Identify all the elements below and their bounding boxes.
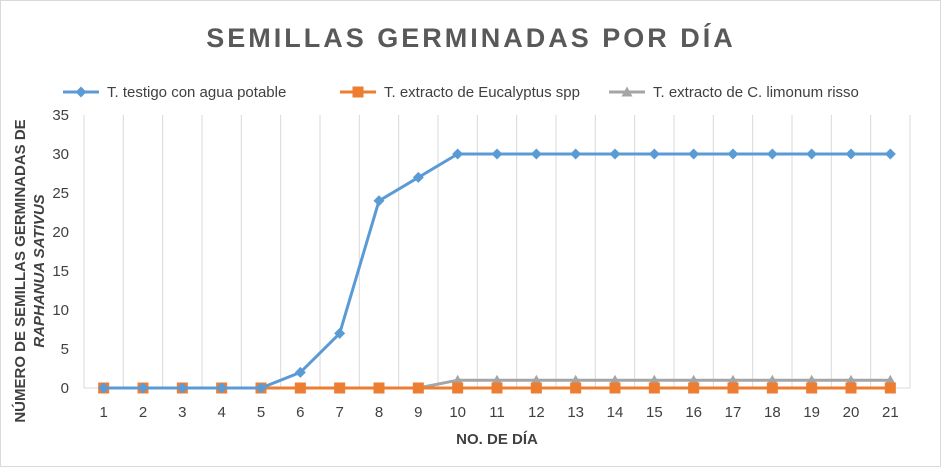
data-point xyxy=(530,374,542,385)
data-point xyxy=(452,148,464,160)
data-point xyxy=(491,382,503,394)
x-tick-label: 3 xyxy=(178,404,186,421)
data-point xyxy=(412,171,424,183)
y-axis-ticks: 0 5 10 15 20 25 30 35 xyxy=(52,107,69,397)
data-point xyxy=(570,374,582,385)
x-tick-label: 8 xyxy=(375,404,383,421)
data-point xyxy=(688,148,700,160)
legend-label: T. testigo con agua potable xyxy=(107,84,286,101)
data-point xyxy=(845,148,857,160)
data-point xyxy=(255,382,267,394)
data-point xyxy=(412,382,424,394)
data-point xyxy=(727,374,739,385)
y-axis-title-line2: RAPHANUA SATIVUS xyxy=(31,194,48,347)
data-point xyxy=(884,148,896,160)
x-tick-label: 16 xyxy=(685,404,702,421)
x-tick-label: 6 xyxy=(296,404,304,421)
data-point xyxy=(766,382,778,394)
data-point xyxy=(294,366,306,378)
data-point xyxy=(648,374,660,385)
legend-marker xyxy=(352,86,364,98)
data-point xyxy=(609,148,621,160)
data-point xyxy=(845,374,857,385)
x-tick-label: 20 xyxy=(843,404,860,421)
x-tick-label: 17 xyxy=(725,404,742,421)
legend-item: T. extracto de C. limonum risso xyxy=(609,84,859,101)
y-tick-label: 25 xyxy=(52,185,69,202)
data-point xyxy=(806,374,818,385)
data-point xyxy=(609,374,621,385)
series-line xyxy=(103,152,891,390)
x-tick-label: 2 xyxy=(139,404,147,421)
x-tick-label: 13 xyxy=(567,404,584,421)
data-point xyxy=(806,148,818,160)
y-tick-label: 15 xyxy=(52,263,69,280)
data-point xyxy=(688,382,700,394)
legend-marker xyxy=(621,86,633,97)
data-point xyxy=(491,148,503,160)
data-point xyxy=(570,148,582,160)
x-tick-label: 15 xyxy=(646,404,663,421)
data-point xyxy=(845,382,857,394)
x-tick-label: 21 xyxy=(882,404,899,421)
x-tick-label: 19 xyxy=(803,404,820,421)
data-point xyxy=(884,382,896,394)
legend-item: T. testigo con agua potable xyxy=(63,84,286,101)
data-point xyxy=(334,382,346,394)
data-point xyxy=(766,148,778,160)
legend-label: T. extracto de Eucalyptus spp xyxy=(384,84,580,101)
x-tick-label: 14 xyxy=(607,404,624,421)
data-point xyxy=(452,382,464,394)
x-tick-label: 5 xyxy=(257,404,265,421)
y-tick-label: 5 xyxy=(61,341,69,358)
data-point xyxy=(452,374,464,385)
chart-title: SEMILLAS GERMINADAS POR DÍA xyxy=(206,22,736,53)
data-point xyxy=(530,382,542,394)
x-tick-label: 4 xyxy=(217,404,225,421)
y-tick-label: 0 xyxy=(61,380,69,397)
data-point xyxy=(334,327,346,339)
data-point xyxy=(294,382,306,394)
y-tick-label: 35 xyxy=(52,107,69,124)
x-axis-ticks: 1 2 3 4 5 6 7 8 9 10 11 12 13 14 15 16 17 18 19 20 21 xyxy=(99,404,898,421)
legend: T. testigo con agua potable T. extracto d… xyxy=(63,84,859,101)
series-1 xyxy=(98,148,896,394)
x-tick-label: 7 xyxy=(335,404,343,421)
x-tick-label: 12 xyxy=(528,404,545,421)
y-axis-title-line1: NÚMERO DE SEMILLAS GERMINADAS DE xyxy=(11,119,29,422)
data-point xyxy=(530,148,542,160)
data-point xyxy=(727,148,739,160)
data-point xyxy=(766,374,778,385)
data-point xyxy=(137,382,149,394)
data-point xyxy=(373,195,385,207)
x-tick-label: 10 xyxy=(449,404,466,421)
data-point xyxy=(491,374,503,385)
data-point xyxy=(806,382,818,394)
y-tick-label: 10 xyxy=(52,302,69,319)
x-tick-label: 9 xyxy=(414,404,422,421)
data-point xyxy=(373,382,385,394)
data-point xyxy=(648,382,660,394)
data-point xyxy=(176,382,188,394)
data-point xyxy=(216,382,228,394)
x-tick-label: 11 xyxy=(489,404,505,421)
x-tick-label: 1 xyxy=(99,404,107,421)
x-tick-label: 18 xyxy=(764,404,781,421)
x-axis-title: NO. DE DÍA xyxy=(456,431,538,448)
data-point xyxy=(98,382,110,394)
data-point xyxy=(688,374,700,385)
data-point xyxy=(648,148,660,160)
y-tick-label: 30 xyxy=(52,146,69,163)
series-group xyxy=(98,148,896,394)
y-tick-label: 20 xyxy=(52,224,69,241)
data-point xyxy=(570,382,582,394)
legend-marker xyxy=(75,86,87,98)
legend-item: T. extracto de Eucalyptus spp xyxy=(340,84,580,101)
data-point xyxy=(609,382,621,394)
data-point xyxy=(727,382,739,394)
data-point xyxy=(884,374,896,385)
legend-label: T. extracto de C. limonum risso xyxy=(653,84,859,101)
